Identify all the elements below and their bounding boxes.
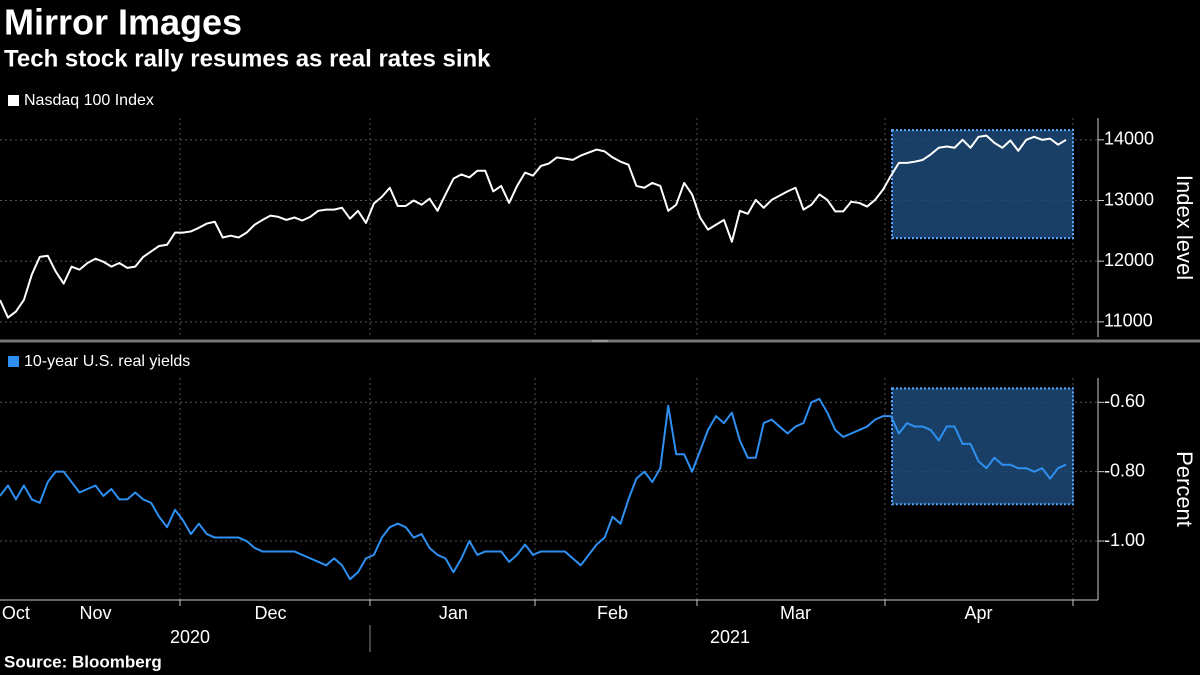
x-tick-label: Dec	[254, 603, 286, 623]
legend-swatch	[8, 95, 19, 106]
x-group-label: 2020	[170, 627, 210, 647]
chart-subtitle: Tech stock rally resumes as real rates s…	[4, 45, 491, 72]
y-axis-title: Percent	[1172, 451, 1197, 527]
legend-label: 10-year U.S. real yields	[24, 353, 190, 370]
chart-title: Mirror Images	[4, 2, 242, 43]
y-axis-title: Index level	[1172, 175, 1197, 280]
legend-label: Nasdaq 100 Index	[24, 92, 154, 109]
x-tick-label: Jan	[439, 603, 468, 623]
y-tick-label: -0.80	[1104, 460, 1145, 480]
x-tick-label: Nov	[79, 603, 111, 623]
y-tick-label: 12000	[1104, 250, 1154, 270]
series-line	[0, 134, 1067, 319]
x-tick-label: Mar	[780, 603, 811, 623]
x-tick-label: Apr	[964, 603, 992, 623]
x-tick-label: Feb	[597, 603, 628, 623]
highlight-box	[891, 387, 1074, 506]
x-group-label: 2021	[710, 627, 750, 647]
y-tick-label: 11000	[1104, 311, 1153, 331]
y-tick-label: 13000	[1104, 189, 1154, 209]
series-line	[0, 397, 1067, 581]
y-tick-label: 14000	[1104, 129, 1154, 149]
x-tick-label: Oct	[2, 603, 30, 623]
source: Source: Bloomberg	[4, 652, 162, 671]
legend-swatch	[8, 356, 19, 367]
y-tick-label: -1.00	[1104, 530, 1145, 550]
highlight-box	[891, 129, 1074, 240]
y-tick-label: -0.60	[1104, 391, 1145, 411]
